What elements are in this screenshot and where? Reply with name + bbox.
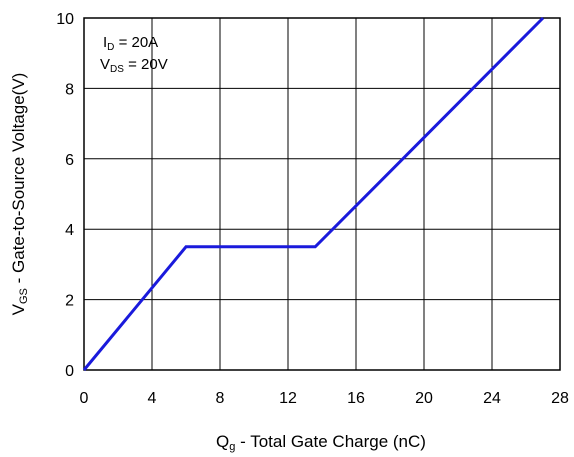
x-tick-label: 16 bbox=[347, 390, 365, 407]
plot-frame bbox=[83, 17, 561, 371]
x-tick-label: 20 bbox=[415, 390, 433, 407]
x-tick-label: 0 bbox=[80, 390, 89, 407]
x-axis-label: Qg - Total Gate Charge (nC) bbox=[216, 432, 426, 453]
annotation-vds: VDS = 20V bbox=[100, 56, 168, 75]
grid-lines bbox=[84, 18, 560, 370]
x-tick-label: 8 bbox=[216, 390, 225, 407]
x-tick-labels: 0 4 8 12 16 20 24 28 bbox=[80, 390, 569, 407]
y-tick-labels: 0 2 4 6 8 10 bbox=[56, 11, 74, 380]
y-axis-label: VGS - Gate-to-Source Voltage(V) bbox=[9, 73, 30, 316]
y-tick-label: 4 bbox=[65, 222, 74, 239]
y-tick-label: 6 bbox=[65, 152, 74, 169]
x-tick-label: 12 bbox=[279, 390, 297, 407]
annotation-id: ID = 20A bbox=[103, 34, 158, 53]
x-tick-label: 4 bbox=[148, 390, 157, 407]
y-tick-label: 2 bbox=[65, 293, 74, 310]
y-tick-label: 10 bbox=[56, 11, 74, 28]
x-tick-label: 28 bbox=[551, 390, 569, 407]
x-tick-label: 24 bbox=[483, 390, 501, 407]
y-tick-label: 0 bbox=[65, 363, 74, 380]
series-line-vgs bbox=[82, 16, 545, 371]
y-tick-label: 8 bbox=[65, 81, 74, 98]
